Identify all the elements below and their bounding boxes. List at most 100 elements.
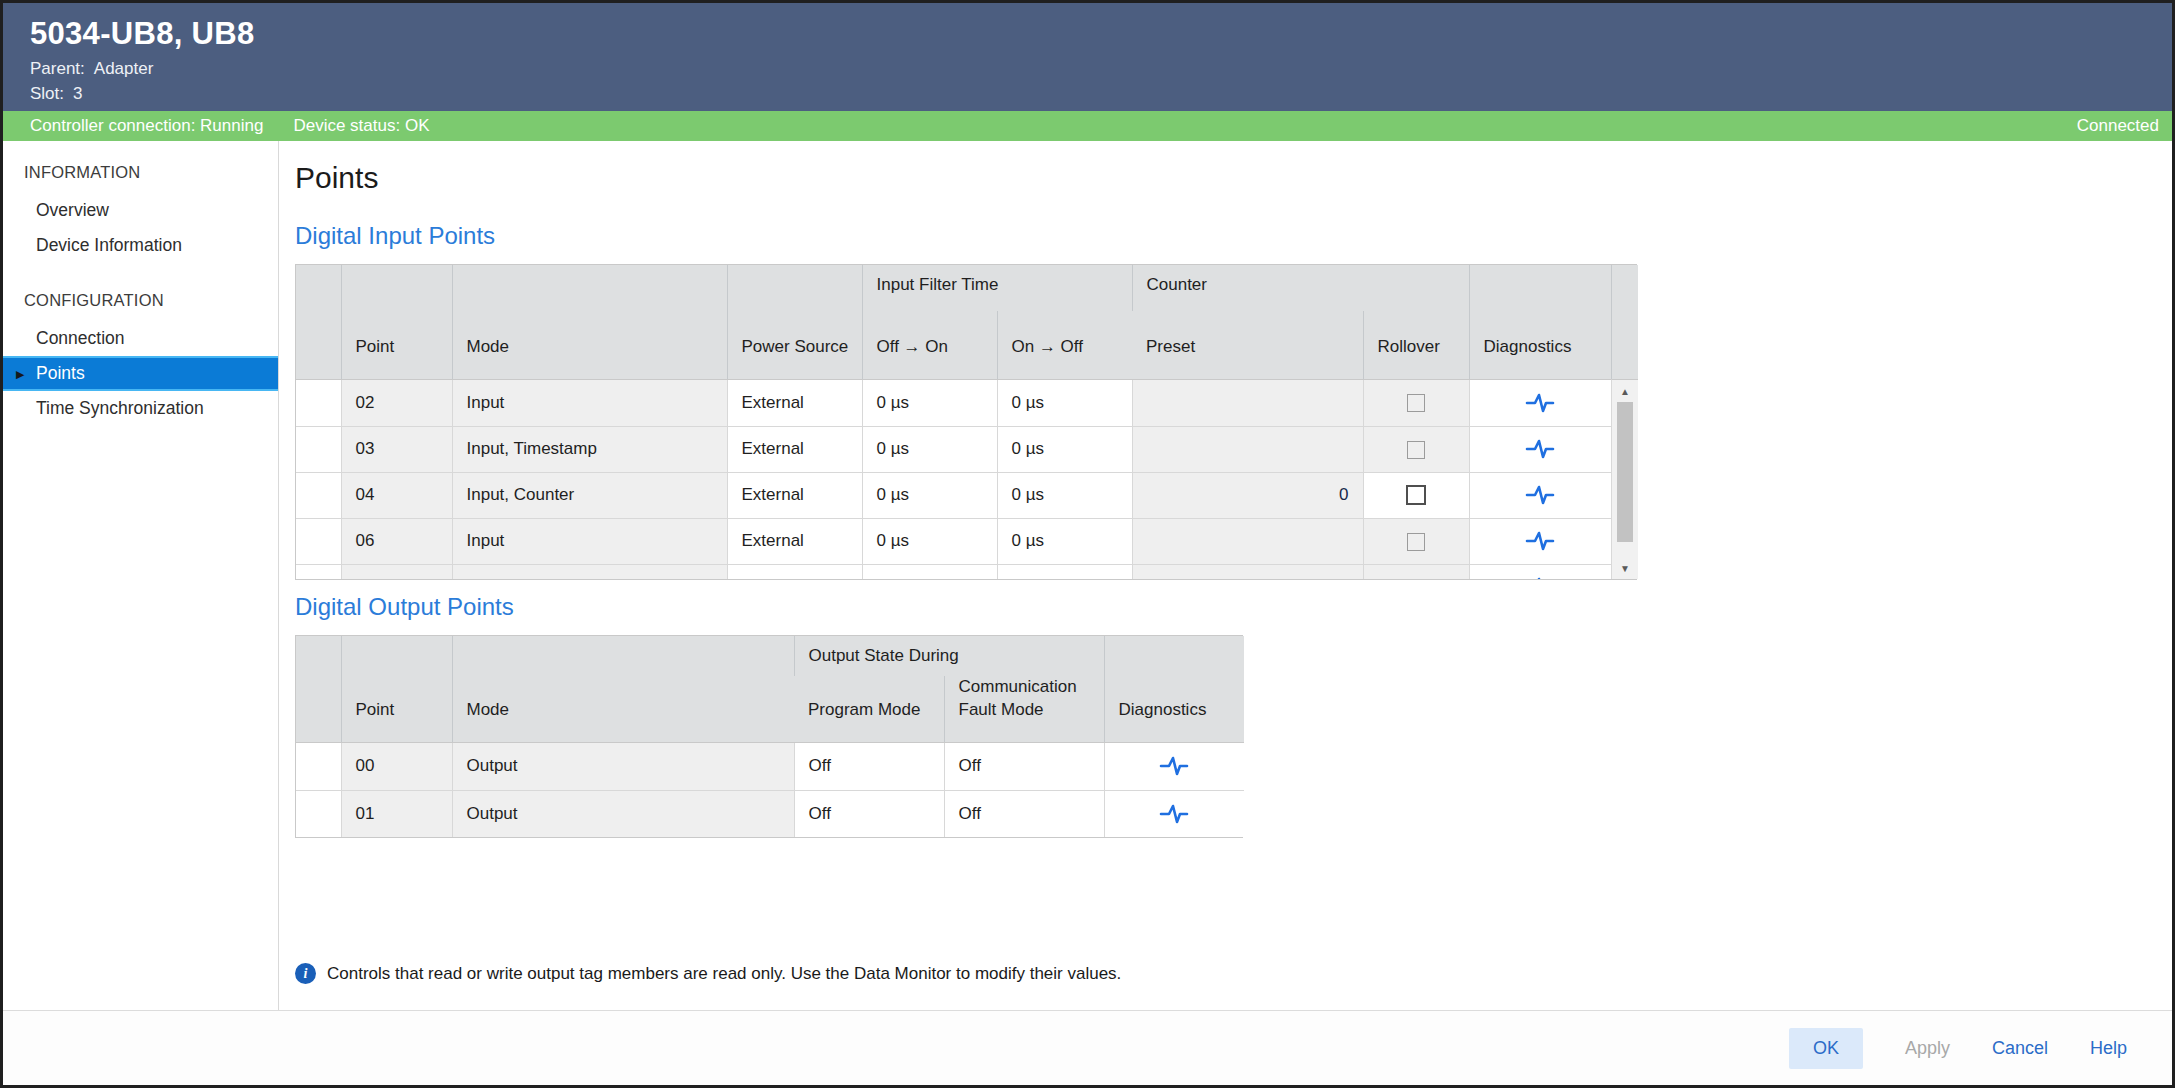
diagnostics-cell[interactable] (1469, 518, 1611, 564)
row-selector[interactable] (296, 472, 341, 518)
power-source-cell[interactable]: External (727, 518, 862, 564)
point-cell: 06 (341, 518, 452, 564)
filter-on-off-cell[interactable]: 0 µs (997, 564, 1132, 579)
input-point-row-04: 04 Input, Counter External 0 µs 0 µs 0 (296, 472, 1611, 518)
selected-item-arrow-icon: ▶ (16, 368, 24, 379)
row-selector[interactable] (296, 426, 341, 472)
page-title: Points (295, 161, 2152, 195)
diagnostics-cell[interactable] (1104, 743, 1244, 790)
point-cell: 02 (341, 380, 452, 426)
row-selector[interactable] (296, 790, 341, 837)
power-source-cell[interactable]: External (727, 564, 862, 579)
diagnostics-cell[interactable] (1104, 790, 1244, 837)
diagnostics-pulse-icon (1525, 438, 1555, 460)
col-header-diagnostics: Diagnostics (1104, 636, 1244, 742)
digital-output-points-table: Point Mode Output State During Diagnosti… (295, 635, 1243, 838)
sidebar-item-overview[interactable]: Overview (3, 193, 278, 228)
preset-cell (1132, 426, 1363, 472)
sidebar-section-configuration: CONFIGURATION Connection ▶ Points Time S… (3, 279, 278, 426)
diagnostics-cell[interactable] (1469, 426, 1611, 472)
diagnostics-pulse-icon (1525, 484, 1555, 506)
col-header-diagnostics: Diagnostics (1469, 265, 1611, 379)
filter-on-off-cell[interactable]: 0 µs (997, 426, 1132, 472)
note-text: Controls that read or write output tag m… (327, 964, 1121, 984)
digital-output-points-heading[interactable]: Digital Output Points (295, 593, 2152, 621)
communication-fault-mode-cell[interactable]: Off (944, 790, 1104, 837)
mode-cell: Output (452, 790, 794, 837)
power-source-cell[interactable]: External (727, 426, 862, 472)
col-header-rollover: Rollover (1363, 311, 1469, 379)
device-profile-window: 5034-UB8, UB8 Parent:Adapter Slot:3 Cont… (0, 0, 2175, 1088)
input-point-row-06: 06 Input External 0 µs 0 µs (296, 518, 1611, 564)
row-selector[interactable] (296, 743, 341, 790)
col-group-input-filter-time: Input Filter Time (862, 265, 1132, 311)
row-selector[interactable] (296, 518, 341, 564)
diagnostics-cell[interactable] (1469, 564, 1611, 579)
sidebar-item-connection[interactable]: Connection (3, 321, 278, 356)
rollover-checkbox (1407, 394, 1425, 412)
parent-value: Adapter (94, 59, 154, 78)
sidebar-nav: INFORMATION Overview Device Information … (3, 141, 279, 1010)
col-header-mode: Mode (452, 265, 727, 379)
output-table-body: 00 Output Off Off 01 Output (296, 742, 1244, 837)
filter-off-on-cell[interactable]: 0 µs (862, 426, 997, 472)
power-source-cell[interactable]: External (727, 472, 862, 518)
sidebar-header-information: INFORMATION (3, 151, 278, 193)
digital-input-points-heading[interactable]: Digital Input Points (295, 222, 2152, 250)
sidebar-item-time-synchronization[interactable]: Time Synchronization (3, 391, 278, 426)
filter-off-on-cell[interactable]: 0 µs (862, 472, 997, 518)
point-cell: 04 (341, 472, 452, 518)
col-group-counter: Counter (1132, 265, 1469, 311)
filter-on-off-cell[interactable]: 0 µs (997, 518, 1132, 564)
mode-cell: Output (452, 743, 794, 790)
input-table-header: Point Mode Power Source Input Filter Tim… (296, 265, 1611, 379)
rollover-cell (1363, 564, 1469, 579)
col-header-on-off: On → Off (997, 311, 1132, 379)
preset-cell (1132, 564, 1363, 579)
row-selector[interactable] (296, 564, 341, 579)
filter-on-off-cell[interactable]: 0 µs (997, 380, 1132, 426)
vertical-scrollbar[interactable]: ▲ ▼ (1611, 379, 1638, 579)
communication-fault-mode-cell[interactable]: Off (944, 743, 1104, 790)
program-mode-cell[interactable]: Off (794, 743, 944, 790)
apply-button[interactable]: Apply (1905, 1038, 1950, 1059)
scrollbar-header-stub (1611, 265, 1638, 379)
col-header-point: Point (341, 265, 452, 379)
rollover-checkbox (1407, 441, 1425, 459)
power-source-cell[interactable]: External (727, 380, 862, 426)
col-header-point: Point (341, 636, 452, 742)
scroll-up-arrow-icon[interactable]: ▲ (1612, 380, 1638, 402)
scrollbar-thumb[interactable] (1617, 402, 1633, 542)
output-point-row-00: 00 Output Off Off (296, 743, 1244, 790)
footer-bar: OK Apply Cancel Help (3, 1010, 2172, 1085)
sidebar-item-device-information[interactable]: Device Information (3, 228, 278, 263)
output-table-header: Point Mode Output State During Diagnosti… (296, 636, 1244, 742)
mode-cell: Input, Counter (452, 472, 727, 518)
col-header-off-on: Off → On (862, 311, 997, 379)
diagnostics-cell[interactable] (1469, 380, 1611, 426)
help-button[interactable]: Help (2090, 1038, 2127, 1059)
col-group-output-state-during: Output State During (794, 636, 1104, 676)
cancel-button[interactable]: Cancel (1992, 1038, 2048, 1059)
preset-cell: 0 (1132, 472, 1363, 518)
diagnostics-cell[interactable] (1469, 472, 1611, 518)
program-mode-cell[interactable]: Off (794, 790, 944, 837)
rollover-cell (1363, 518, 1469, 564)
slot-label: Slot: (30, 84, 64, 103)
diagnostics-pulse-icon (1159, 755, 1189, 777)
row-selector[interactable] (296, 380, 341, 426)
device-status: Device status: OK (293, 116, 429, 136)
mode-cell: Input (452, 518, 727, 564)
filter-off-on-cell[interactable]: 0 µs (862, 564, 997, 579)
scroll-down-arrow-icon[interactable]: ▼ (1612, 557, 1638, 579)
point-cell: 07 (341, 564, 452, 579)
sidebar-header-configuration: CONFIGURATION (3, 279, 278, 321)
rollover-checkbox[interactable] (1406, 485, 1426, 505)
info-icon: i (295, 963, 316, 984)
col-header-communication-fault-mode: Communication Fault Mode (944, 676, 1104, 742)
filter-on-off-cell[interactable]: 0 µs (997, 472, 1132, 518)
sidebar-item-points[interactable]: ▶ Points (3, 356, 278, 391)
filter-off-on-cell[interactable]: 0 µs (862, 518, 997, 564)
ok-button[interactable]: OK (1789, 1028, 1863, 1069)
filter-off-on-cell[interactable]: 0 µs (862, 380, 997, 426)
